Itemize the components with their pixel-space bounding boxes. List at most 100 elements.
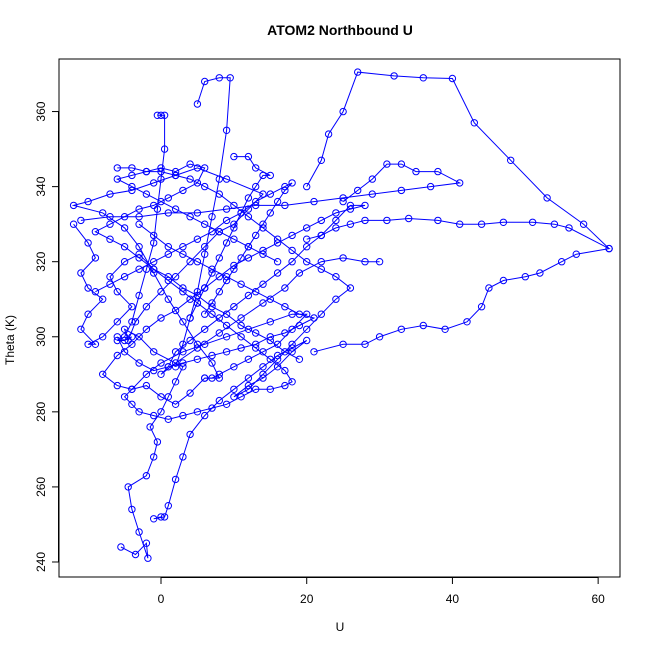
data-point [215, 228, 224, 236]
data-point [317, 231, 325, 240]
data-point [84, 310, 92, 318]
data-point [150, 411, 158, 420]
data-point [77, 216, 85, 225]
data-point [222, 276, 231, 285]
data-point [150, 348, 158, 356]
data-point [237, 209, 245, 217]
data-point [164, 415, 173, 423]
data-point [157, 314, 165, 322]
data-point [157, 513, 165, 521]
data-point [252, 197, 260, 206]
series-3 [113, 167, 355, 523]
data-point [281, 381, 289, 390]
series-11 [113, 220, 318, 375]
data-point [179, 453, 187, 461]
data-point [201, 250, 209, 258]
data-point [230, 385, 238, 393]
data-point [201, 220, 209, 228]
data-point [113, 288, 122, 296]
data-point [157, 408, 165, 416]
data-point [99, 370, 107, 378]
data-point [128, 340, 136, 348]
data-point [160, 145, 169, 153]
data-point [201, 164, 209, 172]
data-point [303, 235, 311, 243]
data-point [346, 220, 355, 228]
data-point [164, 363, 173, 371]
data-point [135, 291, 143, 300]
data-point [295, 310, 304, 318]
data-point [230, 393, 238, 401]
data-point [186, 336, 194, 345]
series-2-line [73, 223, 308, 420]
data-point [193, 179, 202, 187]
data-point [106, 273, 114, 281]
data-point [477, 220, 486, 228]
data-point [208, 374, 216, 382]
data-point [354, 68, 362, 76]
data-point [77, 325, 85, 333]
series-6-line [175, 77, 231, 367]
series-2 [69, 220, 311, 423]
data-point [339, 197, 347, 206]
data-point [273, 235, 282, 243]
data-point [521, 273, 529, 281]
data-point [215, 329, 224, 337]
series-10-line [94, 163, 300, 360]
data-point [266, 333, 274, 341]
data-point [150, 231, 158, 240]
data-point [171, 363, 180, 371]
data-point [281, 348, 289, 356]
x-tick-label: 0 [158, 592, 165, 606]
y-axis-label: Theta (K) [3, 315, 17, 365]
data-point [142, 190, 151, 198]
data-point [383, 160, 391, 168]
data-point [193, 355, 202, 363]
data-point [124, 483, 132, 491]
data-point [332, 209, 340, 217]
data-point [193, 235, 202, 243]
data-point [244, 254, 253, 262]
data-point [91, 288, 100, 296]
data-point [288, 231, 296, 240]
data-point [201, 310, 209, 318]
data-point [106, 213, 114, 221]
data-point [186, 160, 194, 168]
data-point [193, 340, 202, 348]
data-point [266, 190, 274, 198]
data-point [252, 288, 260, 296]
data-point [303, 258, 311, 266]
data-point [164, 393, 173, 401]
data-point [346, 284, 355, 292]
data-point [397, 186, 406, 195]
data-point [463, 318, 471, 326]
data-point [113, 333, 122, 341]
data-point [310, 314, 318, 322]
data-point [412, 167, 420, 176]
data-point [201, 340, 209, 348]
data-point [153, 205, 162, 213]
data-point [215, 370, 224, 378]
data-point [252, 329, 260, 337]
data-point [244, 374, 253, 382]
data-point [230, 152, 238, 161]
data-point [193, 288, 202, 296]
data-point [222, 321, 231, 330]
data-point [84, 284, 92, 292]
data-point [259, 374, 267, 382]
data-point [135, 254, 143, 262]
data-point [558, 258, 566, 266]
data-point [288, 258, 296, 266]
data-point [208, 404, 216, 412]
data-point [99, 333, 107, 341]
data-point [273, 258, 282, 266]
data-point [339, 340, 347, 348]
data-point [128, 303, 136, 311]
data-point [164, 502, 173, 510]
series-1 [69, 164, 384, 562]
data-point [157, 393, 165, 401]
data-point [171, 400, 180, 408]
data-point [288, 344, 296, 352]
data-point [281, 182, 289, 191]
